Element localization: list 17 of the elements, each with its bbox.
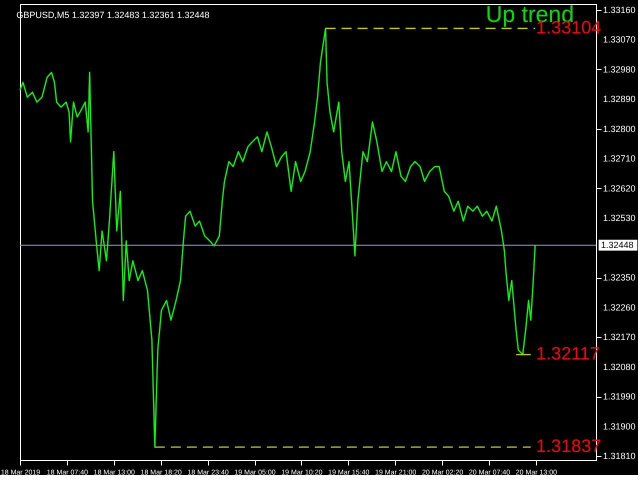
- y-tick-label: 1.33070: [603, 34, 636, 45]
- y-tick-label: 1.32080: [603, 362, 636, 372]
- y-tick-label: 1.32530: [603, 213, 636, 224]
- y-tick-label: 1.31900: [603, 421, 636, 432]
- y-tick-label: 1.32350: [603, 272, 636, 283]
- ref-line-label: 1.32448: [601, 240, 634, 250]
- y-tick-label: 1.31990: [603, 392, 636, 402]
- y-tick-label: 1.32260: [603, 302, 636, 312]
- y-tick-label: 1.32890: [603, 94, 636, 104]
- y-tick-label: 1.31810: [603, 451, 636, 462]
- y-tick-label: 1.32800: [603, 124, 636, 134]
- y-tick-label: 1.32710: [603, 154, 636, 164]
- y-tick-label: 1.32170: [603, 332, 636, 342]
- y-tick-label: 1.32620: [603, 183, 636, 194]
- y-tick-label: 1.32980: [603, 64, 636, 74]
- y-tick-label: 1.33160: [603, 4, 636, 15]
- line-series: [19, 28, 536, 448]
